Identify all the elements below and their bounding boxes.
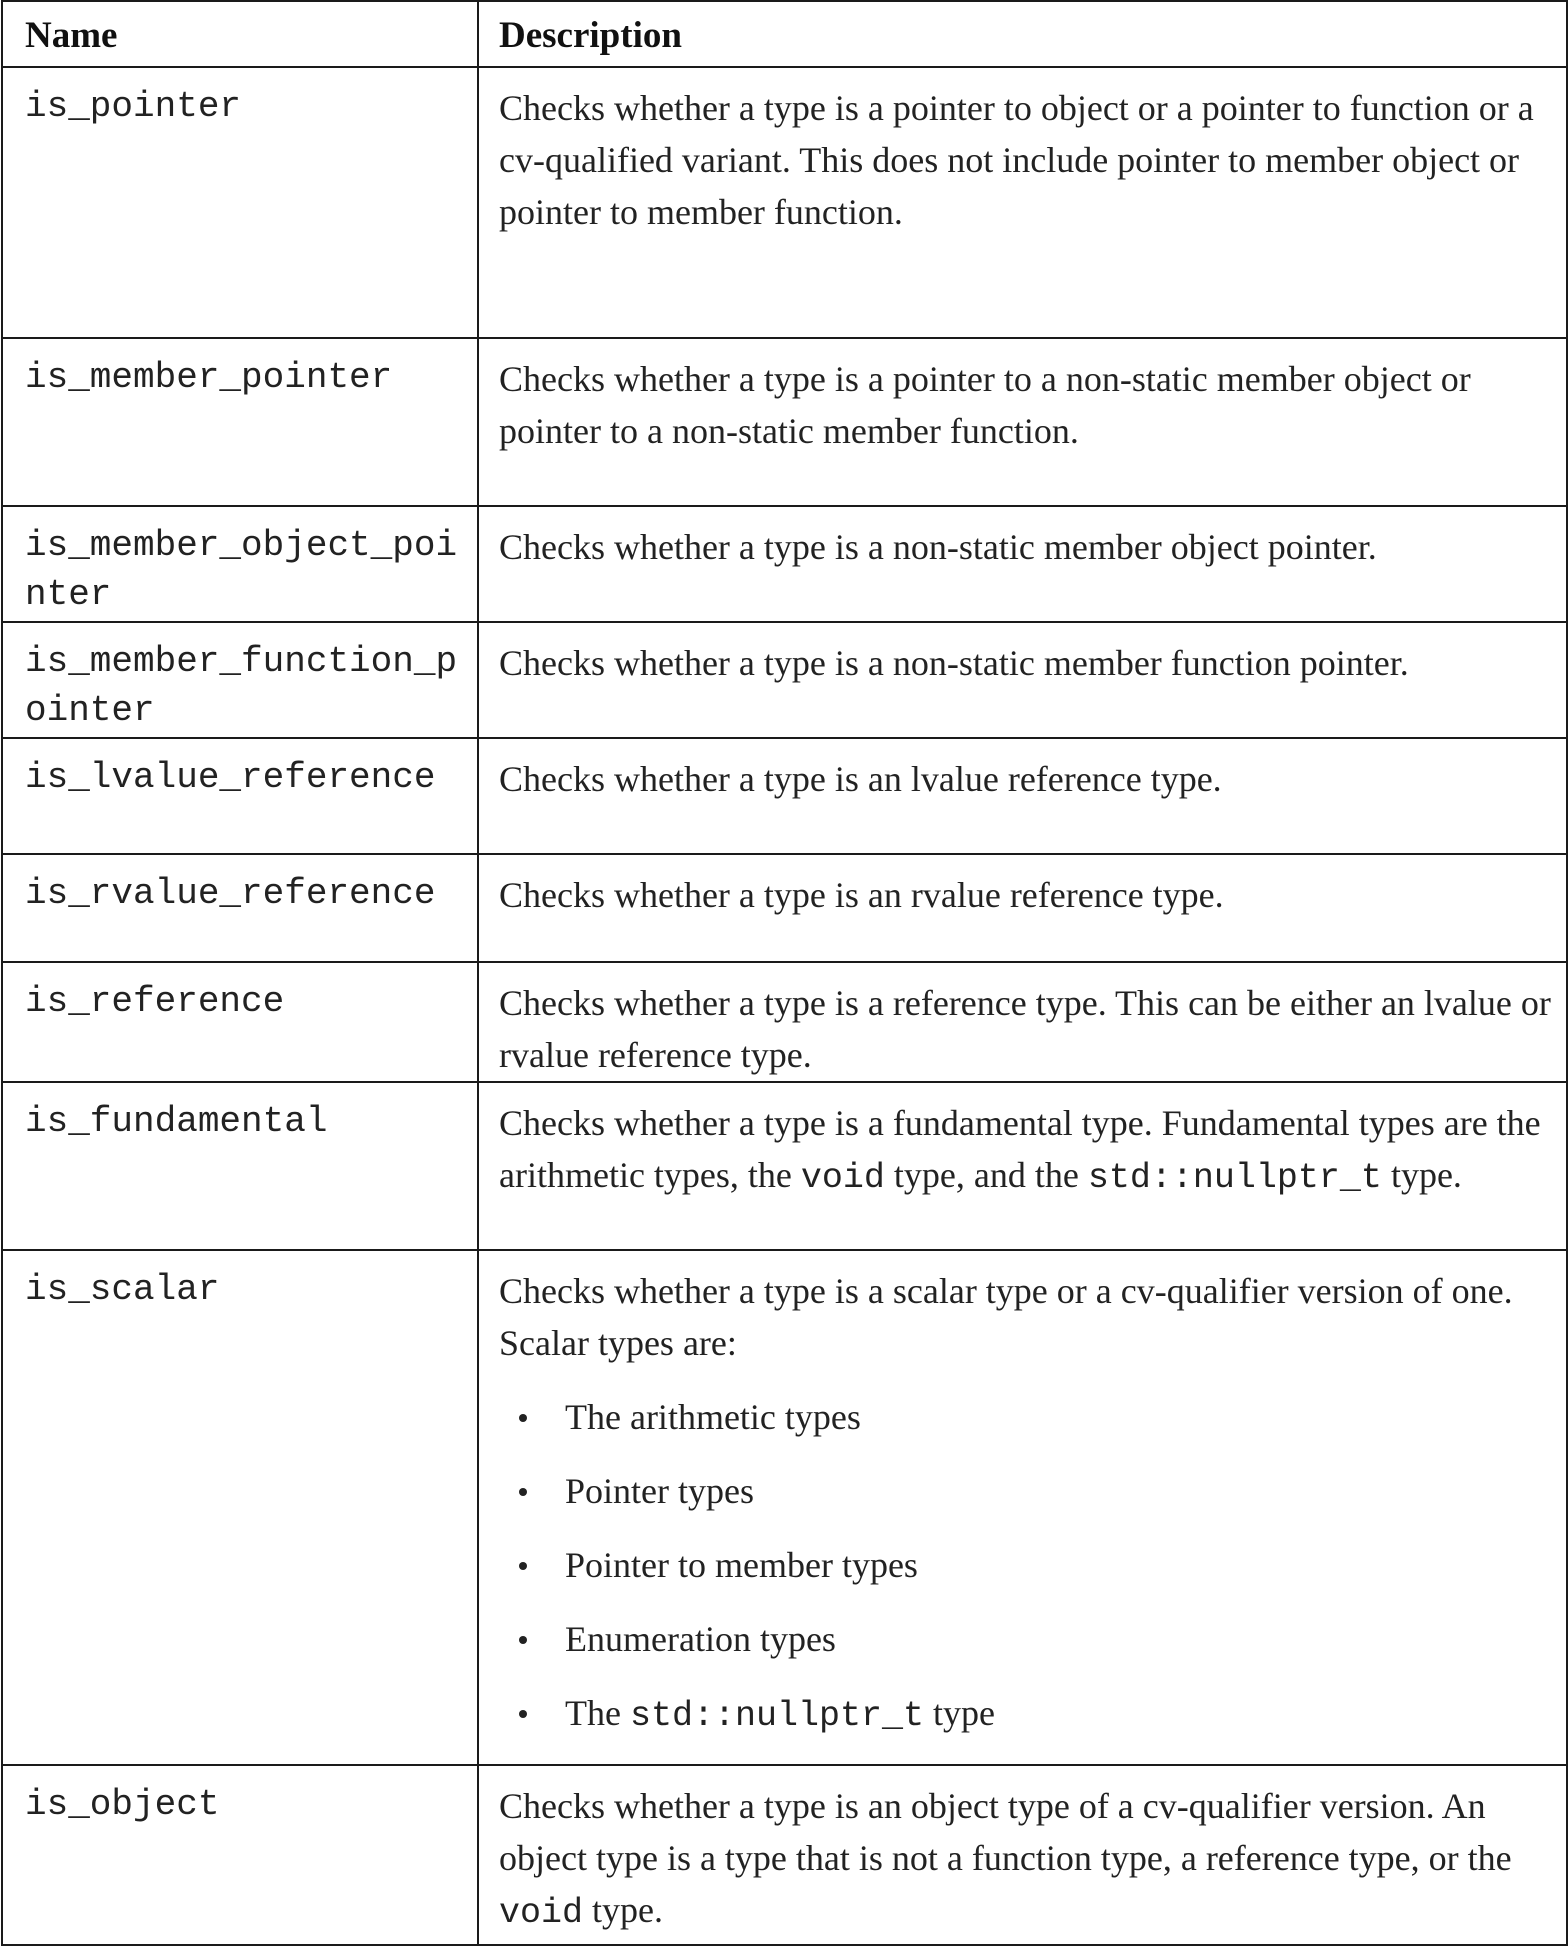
table-row: is_member_pointer Checks whether a type …: [1, 337, 1568, 507]
trait-name: is_member_pointer: [1, 337, 479, 507]
trait-name: is_member_function_pointer: [1, 621, 479, 739]
trait-name: is_fundamental: [1, 1081, 479, 1251]
header-description: Description: [477, 0, 1568, 68]
trait-description: Checks whether a type is a fundamental t…: [477, 1081, 1568, 1251]
trait-name: is_reference: [1, 961, 479, 1083]
trait-description: Checks whether a type is an object type …: [477, 1764, 1568, 1946]
trait-description: Checks whether a type is a pointer to ob…: [477, 66, 1568, 339]
description-text: type.: [1381, 1155, 1462, 1195]
list-item: The arithmetic types: [519, 1391, 1552, 1443]
table-row: is_scalar Checks whether a type is a sca…: [1, 1249, 1568, 1766]
table-row: is_lvalue_reference Checks whether a typ…: [1, 737, 1568, 855]
trait-name: is_rvalue_reference: [1, 853, 479, 963]
description-intro: Checks whether a type is a scalar type o…: [499, 1271, 1513, 1363]
inline-code: std::nullptr_t: [1087, 1158, 1382, 1198]
list-item: Pointer types: [519, 1465, 1552, 1517]
table-row: is_member_object_pointer Checks whether …: [1, 505, 1568, 623]
trait-description: Checks whether a type is an lvalue refer…: [477, 737, 1568, 855]
description-text: type.: [583, 1890, 663, 1930]
list-item: Pointer to member types: [519, 1539, 1552, 1591]
list-item-text: The: [565, 1693, 630, 1733]
table-row: is_object Checks whether a type is an ob…: [1, 1764, 1568, 1946]
trait-name: is_scalar: [1, 1249, 479, 1766]
trait-name: is_pointer: [1, 66, 479, 339]
inline-code: std::nullptr_t: [629, 1696, 925, 1736]
table-header-row: Name Description: [1, 0, 1568, 68]
scalar-types-list: The arithmetic types Pointer types Point…: [499, 1391, 1552, 1742]
trait-name: is_lvalue_reference: [1, 737, 479, 855]
trait-description: Checks whether a type is a reference typ…: [477, 961, 1568, 1083]
inline-code: void: [800, 1158, 885, 1198]
trait-description: Checks whether a type is a scalar type o…: [477, 1249, 1568, 1766]
list-item-text: type: [924, 1693, 996, 1733]
description-text: Checks whether a type is a fundamental t…: [499, 1103, 1541, 1195]
trait-name: is_object: [1, 1764, 479, 1946]
trait-name: is_member_object_pointer: [1, 505, 479, 623]
trait-description: Checks whether a type is a pointer to a …: [477, 337, 1568, 507]
description-text: Checks whether a type is an object type …: [499, 1786, 1512, 1878]
header-name: Name: [1, 0, 479, 68]
table-row: is_pointer Checks whether a type is a po…: [1, 66, 1568, 339]
table-row: is_reference Checks whether a type is a …: [1, 961, 1568, 1083]
trait-description: Checks whether a type is an rvalue refer…: [477, 853, 1568, 963]
trait-description: Checks whether a type is a non-static me…: [477, 621, 1568, 739]
list-item: The std::nullptr_t type: [519, 1687, 1552, 1742]
table-row: is_member_function_pointer Checks whethe…: [1, 621, 1568, 739]
list-item: Enumeration types: [519, 1613, 1552, 1665]
inline-code: void: [499, 1893, 584, 1933]
table-row: is_fundamental Checks whether a type is …: [1, 1081, 1568, 1251]
trait-description: Checks whether a type is a non-static me…: [477, 505, 1568, 623]
description-text: type, and the: [884, 1155, 1088, 1195]
table-row: is_rvalue_reference Checks whether a typ…: [1, 853, 1568, 963]
